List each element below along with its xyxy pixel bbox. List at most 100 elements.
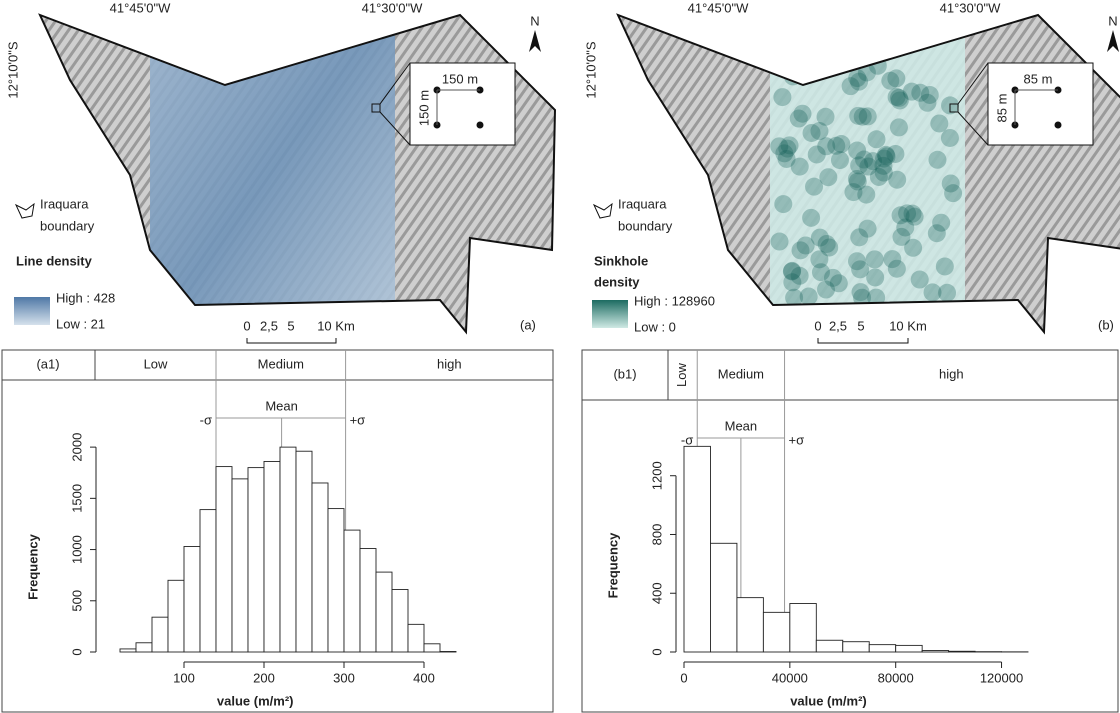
bar [136, 643, 152, 652]
y-tick-label: 1000 [69, 535, 84, 564]
bar [424, 644, 440, 652]
bar [280, 447, 296, 652]
bar [360, 549, 376, 652]
sinkhole-spot [888, 171, 906, 189]
coord-label: 41°30'0"W [940, 0, 1001, 15]
sinkhole-spot [824, 269, 842, 287]
bar [790, 604, 816, 652]
class-label: Low [144, 356, 168, 371]
scale-label: 5 [287, 318, 294, 333]
boundary-icon [16, 204, 34, 218]
y-tick-label: 0 [649, 648, 664, 655]
x-axis-label: value (m/m²) [217, 693, 294, 708]
scale-label: 5 [857, 318, 864, 333]
boundary-label: Iraquara [40, 196, 89, 211]
north-arrow [529, 30, 541, 52]
figure: 41°45'0"W41°30'0"W12°10'0"SN150 m150 mIr… [0, 0, 1120, 713]
sinkhole-spot [799, 60, 817, 78]
overlay [150, 0, 395, 340]
sinkhole-spot [928, 151, 946, 169]
scale-label: 0 [814, 318, 821, 333]
legend-low: Low : 0 [634, 319, 676, 334]
scale-label: 2,5 [829, 318, 847, 333]
y-tick-label: 2000 [69, 433, 84, 462]
panel-label: (a) [520, 317, 536, 332]
x-tick-label: 100 [173, 670, 195, 685]
sinkhole-spot [773, 88, 791, 106]
histogram-panel: (a1)LowMediumhigh-σMean+σ050010001500200… [2, 350, 553, 712]
density-layer [150, 0, 395, 340]
bar [184, 546, 200, 652]
y-tick-label: 0 [69, 648, 84, 655]
legend-title: Sinkhole [594, 253, 648, 268]
class-label: high [437, 356, 462, 371]
sinkhole-spot [898, 204, 916, 222]
bar [312, 483, 328, 652]
sinkhole-spot [811, 229, 829, 247]
histogram-panel: (b1)LowMediumhigh-σMean+σ040080012000400… [582, 350, 1118, 712]
coord-label: 12°10'0"S [583, 41, 598, 98]
scale-label: 10 Km [317, 318, 355, 333]
bar [152, 617, 168, 652]
sinkhole-spot [802, 209, 820, 227]
boundary-label: boundary [40, 218, 95, 233]
sinkhole-spot [826, 56, 844, 74]
x-tick-label: 80000 [878, 670, 914, 685]
legend-ramp [14, 297, 50, 325]
scale-label: 0 [243, 318, 250, 333]
north-arrow [1107, 30, 1119, 52]
x-axis-label: value (m/m²) [790, 693, 867, 708]
sinkhole-spot [805, 178, 823, 196]
y-axis-label: Frequency [25, 533, 40, 600]
sinkhole-spot [803, 124, 821, 142]
bar [344, 530, 360, 652]
y-axis-label: Frequency [605, 532, 620, 599]
bar [440, 651, 456, 652]
bar [200, 510, 216, 652]
sinkhole-spot [859, 220, 877, 238]
scale-label: 10 Km [889, 318, 927, 333]
sinkhole-spot [877, 146, 895, 164]
spacing-label: 85 m [1024, 71, 1053, 86]
sinkhole-spot [817, 137, 835, 155]
boundary-icon [594, 204, 612, 218]
class-label: Low [674, 362, 689, 386]
bar [949, 651, 975, 652]
sinkhole-spot [791, 267, 809, 285]
sinkhole-spot [867, 130, 885, 148]
y-tick-label: 1500 [69, 484, 84, 513]
sinkhole-spot [848, 142, 866, 160]
coord-label: 12°10'0"S [5, 41, 20, 98]
bar [168, 580, 184, 652]
sinkhole-spot [831, 151, 849, 169]
bar [232, 479, 248, 652]
scale-bar [247, 338, 336, 343]
sinkhole-spot [848, 69, 866, 87]
inset-point [1055, 122, 1062, 129]
spacing-label: 85 m [994, 94, 1009, 123]
sinkhole-spot [936, 257, 954, 275]
sinkhole-spot [774, 195, 792, 213]
coord-label: 41°45'0"W [688, 0, 749, 15]
bar [392, 590, 408, 652]
scale-bar [818, 338, 908, 343]
sinkhole-spot [883, 250, 901, 268]
x-tick-label: 200 [253, 670, 275, 685]
boundary-label: boundary [618, 218, 673, 233]
bar [296, 451, 312, 652]
stat-label: +σ [350, 412, 366, 427]
bar [896, 645, 922, 652]
bar [376, 572, 392, 652]
sinkhole-spot [793, 105, 811, 123]
spacing-label: 150 m [416, 90, 431, 126]
sinkhole-spot [799, 51, 817, 69]
north-label: N [1108, 13, 1117, 28]
sinkhole-spot [866, 250, 884, 268]
sinkhole-spot [928, 224, 946, 242]
bar [737, 598, 763, 652]
x-tick-label: 0 [680, 670, 687, 685]
sinkhole-spot [891, 91, 909, 109]
bar [216, 467, 232, 652]
panel-label: (b1) [613, 366, 636, 381]
